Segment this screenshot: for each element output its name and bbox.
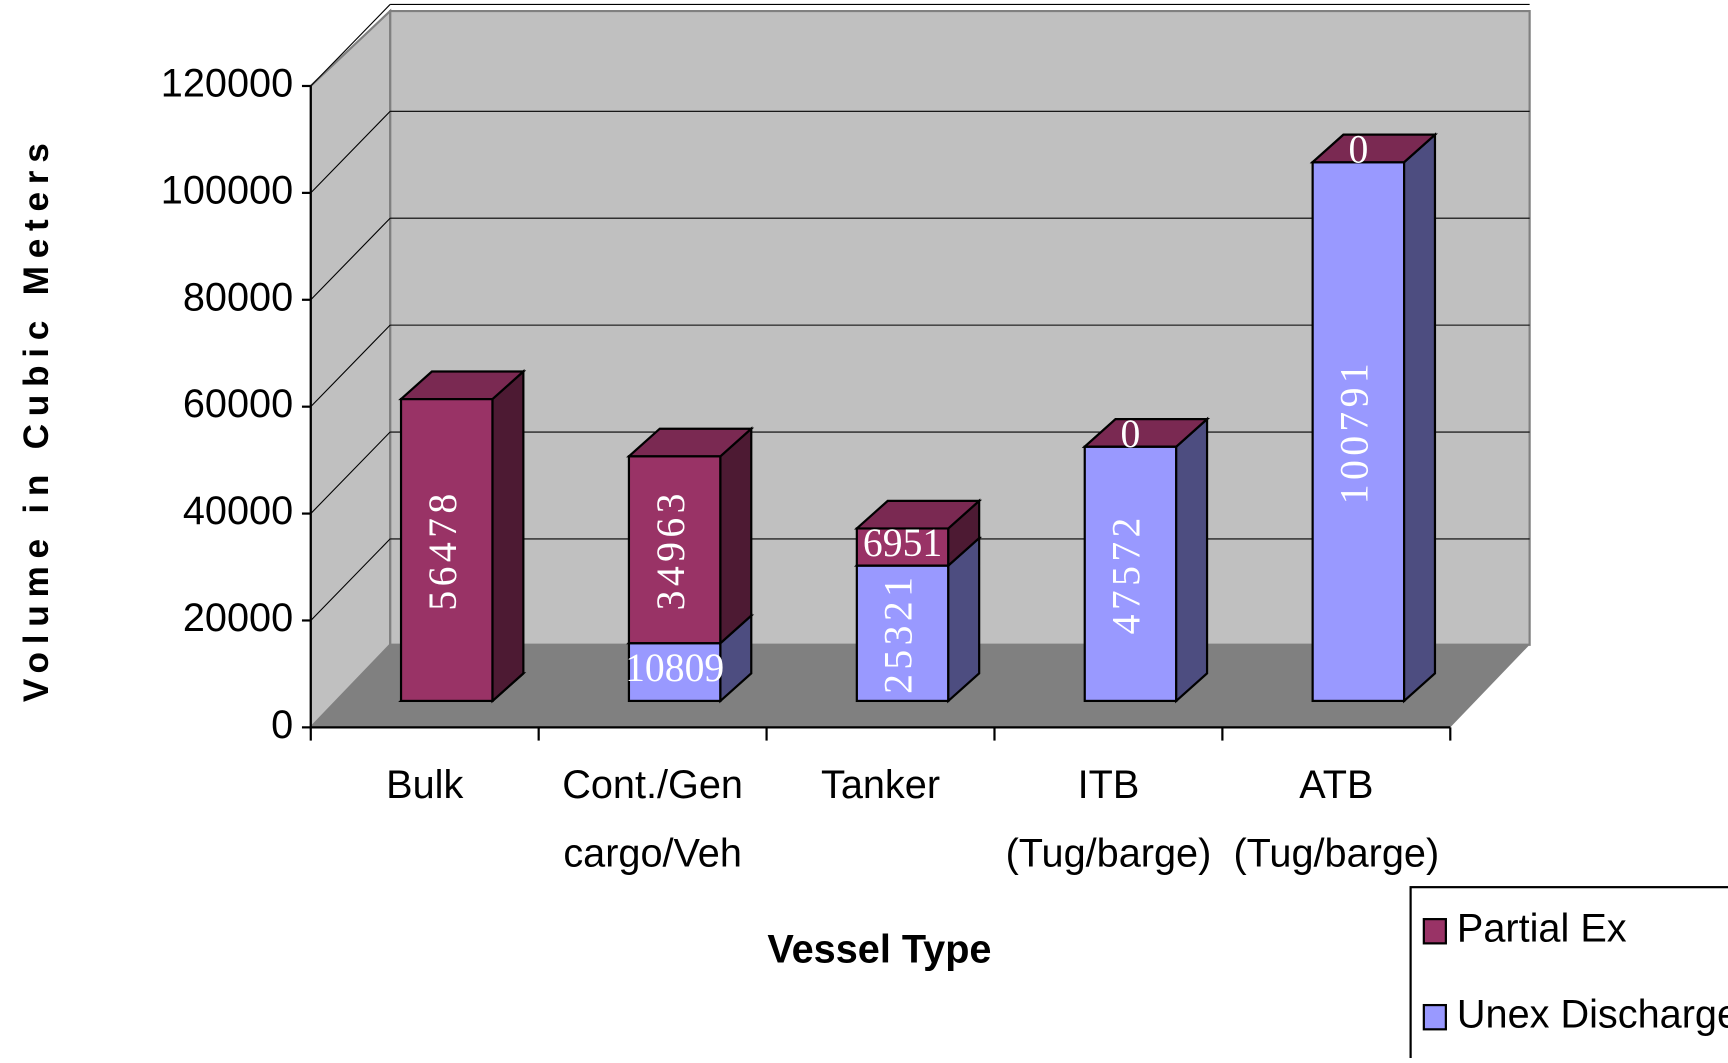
bar-top [626,427,755,458]
grid-line [310,538,391,621]
bar-segment [627,642,722,703]
x-tick-label: ITB (Tug/barge) [1006,763,1212,875]
bar-segment [1311,161,1406,703]
legend [1409,886,1728,1063]
data-label: 0 [1348,127,1368,171]
bar-side [1175,416,1209,704]
y-tick-label: 0 [271,703,293,747]
legend-swatch [1422,918,1447,945]
grid-line [310,4,391,87]
bar-side [491,369,525,704]
grid-line [310,324,391,408]
bar-side [719,426,753,646]
y-tick-label: 120000 [161,61,293,105]
y-axis-title: Volume in Cubic Meters [17,135,56,702]
legend-swatch [1422,1003,1447,1031]
legend-label: Unex Discharge [1457,993,1728,1037]
side-wall [309,8,392,731]
data-label: 6951 [863,521,942,565]
bar-top [398,370,527,401]
x-tick-label: Bulk [386,763,463,807]
data-label: 47572 [1105,513,1149,634]
bar-side [1403,132,1437,704]
data-label: 0 [1121,412,1141,456]
data-label: 25321 [877,573,921,694]
bar-segment [1083,445,1178,703]
legend-label: Partial Ex [1457,907,1627,951]
y-tick-label: 20000 [183,596,293,640]
y-tick-label: 100000 [161,168,293,212]
data-label: 56478 [421,489,465,610]
data-label: 100791 [1332,359,1376,504]
grid-line [310,217,391,301]
x-tick-label: ATB (Tug/barge) [1233,763,1439,875]
y-tick-label: 40000 [183,489,293,533]
bar-segment [399,397,494,703]
data-label: 34963 [649,489,693,610]
bar-segment [855,564,950,703]
x-tick-label: Tanker [821,763,940,807]
bar-segment [627,455,722,645]
y-tick-label: 80000 [183,275,293,319]
grid-line [310,431,391,514]
bar-segment [855,527,950,567]
bar-top [1309,133,1438,164]
grid-line [310,110,391,194]
x-axis-title: Vessel Type [767,928,991,972]
data-label: 10809 [625,646,724,690]
y-tick-label: 60000 [183,382,293,426]
bar-top [1081,417,1210,448]
x-tick-label: Cont./Gen cargo/Veh [562,763,743,875]
bar-top [853,499,983,530]
